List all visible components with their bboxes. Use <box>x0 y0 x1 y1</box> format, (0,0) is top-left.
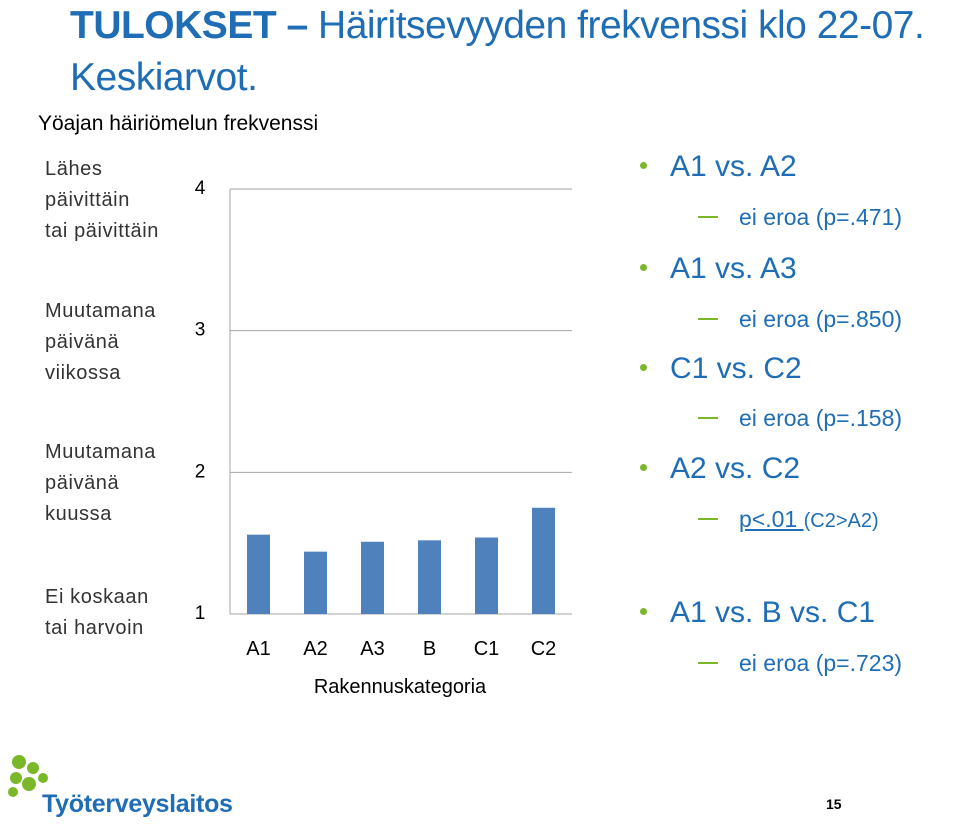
x-tick-label: C1 <box>474 638 500 660</box>
y-tick-label: 2 <box>195 461 206 482</box>
dash-icon <box>698 416 718 419</box>
label-line: tai harvoin <box>45 617 144 639</box>
comparison-heading-text: C1 vs. C2 <box>670 352 802 385</box>
ttl-leaf-logo-icon <box>8 755 48 797</box>
comparison-result: p<.01 (C2>A2) <box>698 506 879 533</box>
comparison-result-underlined: p<.01 <box>739 506 804 532</box>
y-tick-label: 1 <box>195 603 206 624</box>
slide-title-rest: Häiritsevyyden frekvenssi klo 22-07. Kes… <box>70 4 925 99</box>
comparison-heading-text: A1 vs. A2 <box>670 150 797 183</box>
slide-title: TULOKSET – Häiritsevyyden frekvenssi klo… <box>70 0 950 104</box>
bullet-dot-icon <box>640 263 647 271</box>
label-line: viikossa <box>45 362 121 384</box>
x-tick-label: B <box>423 638 436 660</box>
y-tick-label: 3 <box>195 320 206 341</box>
page-number: 15 <box>826 796 842 812</box>
bar <box>247 534 270 614</box>
dash-icon <box>698 215 718 218</box>
comparison-heading-text: A1 vs. B vs. C1 <box>670 596 876 629</box>
bullet-dot-icon <box>640 363 647 371</box>
comparison-heading: A1 vs. A3 <box>640 252 797 286</box>
label-line: päivänä <box>45 331 120 353</box>
comparison-heading-text: A2 vs. C2 <box>670 452 801 485</box>
bullet-dot-icon <box>640 463 647 471</box>
label-line: Muutamana <box>45 441 157 463</box>
bar <box>418 540 441 614</box>
bar-chart: 1 2 3 4 A1 A2 A3 B C1 C2 Rakennuskategoria <box>195 178 572 698</box>
y-category-label-4: Lähes päivittäin tai päivittäin <box>45 154 159 247</box>
y-category-label-3: Muutamana päivänä viikossa <box>45 296 156 389</box>
bar <box>475 537 498 614</box>
chart-title: Yöajan häiriömelun frekvenssi <box>38 112 319 135</box>
slide-title-bold: TULOKSET – <box>70 4 308 47</box>
dash-icon <box>698 517 718 520</box>
comparison-heading: A1 vs. A2 <box>640 150 797 184</box>
comparison-result-text: ei eroa (p=.158) <box>739 405 903 431</box>
x-tick-label: A2 <box>303 638 327 660</box>
bullet-dot-icon <box>640 607 647 615</box>
y-category-label-1: Ei koskaan tai harvoin <box>45 582 149 644</box>
comparison-heading: C1 vs. C2 <box>640 352 802 386</box>
y-category-label-2: Muutamana päivänä kuussa <box>45 437 156 530</box>
label-line: Lähes <box>45 158 103 180</box>
bullet-dot-icon <box>640 161 647 169</box>
comparison-result-text: ei eroa (p=.471) <box>739 204 903 230</box>
label-line: kuussa <box>45 503 112 525</box>
comparison-result: ei eroa (p=.158) <box>698 405 902 432</box>
comparison-heading: A2 vs. C2 <box>640 452 800 486</box>
label-line: Ei koskaan <box>45 586 149 608</box>
comparison-result: ei eroa (p=.723) <box>698 650 902 677</box>
comparison-heading-text: A1 vs. A3 <box>670 252 797 285</box>
label-line: päivänä <box>45 472 120 494</box>
comparison-heading: A1 vs. B vs. C1 <box>640 596 875 630</box>
x-axis-title: Rakennuskategoria <box>314 676 487 698</box>
label-line: Muutamana <box>45 300 157 322</box>
label-line: tai päivittäin <box>45 220 160 242</box>
comparison-result-text: ei eroa (p=.850) <box>739 306 903 332</box>
label-line: päivittäin <box>45 189 130 211</box>
bar <box>532 507 555 614</box>
comparison-result: ei eroa (p=.471) <box>698 204 902 231</box>
dash-icon <box>698 317 718 320</box>
comparison-result-suffix: (C2>A2) <box>803 510 879 532</box>
x-tick-label: A1 <box>246 638 270 660</box>
dash-icon <box>698 661 718 664</box>
comparison-result: ei eroa (p=.850) <box>698 306 902 333</box>
bar <box>304 551 327 614</box>
comparison-result-text: ei eroa (p=.723) <box>739 650 903 676</box>
y-tick-label: 4 <box>195 178 206 199</box>
bar <box>361 541 384 614</box>
x-tick-label: A3 <box>360 638 384 660</box>
logo-text: Työterveyslaitos <box>42 790 233 818</box>
x-tick-label: C2 <box>531 638 557 660</box>
